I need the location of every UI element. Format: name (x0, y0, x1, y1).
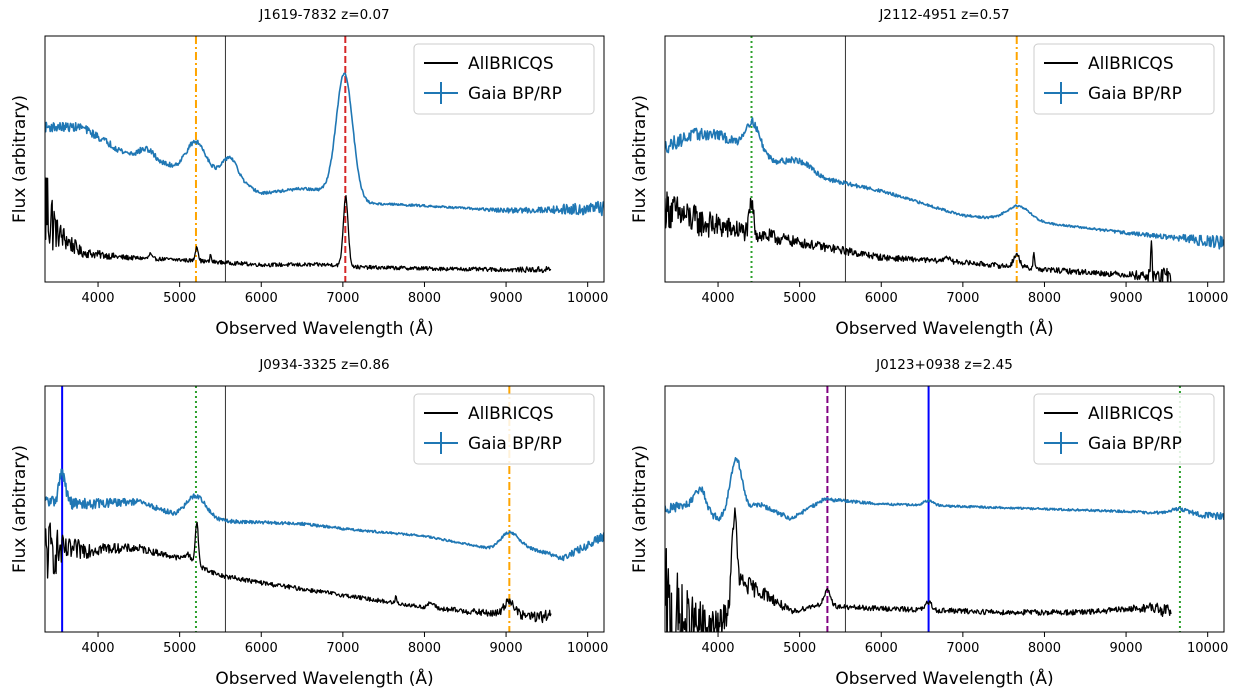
legend-label-gaia-bp-rp: Gaia BP/RP (468, 434, 562, 454)
legend-label-allbricqs: AllBRICQS (1088, 54, 1174, 74)
axes-frame (44, 35, 605, 283)
panel-j1619-7832: J1619-7832 z=0.07 4000 5000 6000 7000 8000 900… (10, 7, 608, 339)
x-axis-label: Observed Wavelength (Å) (835, 317, 1053, 339)
x-tick-label: 4000 (701, 641, 734, 656)
series-gaia-bp-rp (45, 468, 604, 562)
x-tick-label: 4000 (701, 291, 734, 306)
x-axis-label: Observed Wavelength (Å) (215, 667, 433, 689)
legend-label-allbricqs: AllBRICQS (1088, 404, 1174, 424)
series-allbricqs (665, 191, 1172, 282)
x-tick-label: 5000 (783, 641, 816, 656)
x-tick-label: 6000 (865, 641, 898, 656)
x-tick-label: 7000 (946, 291, 979, 306)
series-gaia-bp-rp (665, 117, 1224, 250)
legend-label-gaia-bp-rp: Gaia BP/RP (1088, 434, 1182, 454)
x-tick-label: 8000 (1028, 641, 1061, 656)
x-tick-label: 9000 (490, 641, 523, 656)
x-tick-label: 10000 (567, 641, 608, 656)
axes-frame (664, 35, 1225, 283)
x-tick-label: 8000 (408, 641, 441, 656)
legend: AllBRICQS Gaia BP/RP (1033, 393, 1215, 465)
y-axis-label: Flux (arbitrary) (10, 95, 30, 223)
x-tick-label: 9000 (1110, 291, 1143, 306)
y-axis-label: Flux (arbitrary) (630, 95, 650, 223)
x-tick-label: 8000 (408, 291, 441, 306)
legend: AllBRICQS Gaia BP/RP (413, 393, 595, 465)
x-tick-label: 6000 (245, 641, 278, 656)
panel-title: J1619-7832 z=0.07 (258, 7, 389, 23)
x-tick-label: 4000 (81, 641, 114, 656)
legend: AllBRICQS Gaia BP/RP (413, 43, 595, 115)
panel-title: J0123+0938 z=2.45 (875, 357, 1013, 373)
series-allbricqs (45, 176, 552, 274)
x-tick-label: 7000 (946, 641, 979, 656)
series-gaia-bp-rp (45, 72, 604, 217)
legend-box (1033, 393, 1215, 465)
legend-label-allbricqs: AllBRICQS (468, 54, 554, 74)
x-tick-label: 7000 (326, 291, 359, 306)
x-tick-label: 5000 (783, 291, 816, 306)
x-tick-label: 5000 (163, 291, 196, 306)
panel-j0934-3325: J0934-3325 z=0.86 4000 5000 6000 7000 8000 900… (10, 357, 608, 689)
series-gaia-bp-rp (665, 457, 1224, 522)
x-tick-label: 6000 (865, 291, 898, 306)
x-axis-label: Observed Wavelength (Å) (835, 667, 1053, 689)
series-allbricqs (45, 521, 552, 624)
legend-label-allbricqs: AllBRICQS (468, 404, 554, 424)
panel-j0123-0938: J0123+0938 z=2.45 4000 5000 6000 7000 8000 900… (630, 357, 1228, 689)
x-tick-label: 8000 (1028, 291, 1061, 306)
x-tick-label: 6000 (245, 291, 278, 306)
legend-box (413, 393, 595, 465)
x-axis-label: Observed Wavelength (Å) (215, 317, 433, 339)
legend-box (1033, 43, 1215, 115)
x-tick-label: 9000 (1110, 641, 1143, 656)
panel-title: J0934-3325 z=0.86 (258, 357, 389, 373)
x-tick-label: 10000 (1187, 641, 1228, 656)
legend: AllBRICQS Gaia BP/RP (1033, 43, 1215, 115)
x-tick-label: 4000 (81, 291, 114, 306)
legend-box (413, 43, 595, 115)
x-tick-label: 10000 (567, 291, 608, 306)
x-tick-label: 10000 (1187, 291, 1228, 306)
axes-frame (44, 385, 605, 633)
legend-label-gaia-bp-rp: Gaia BP/RP (1088, 84, 1182, 104)
panel-j2112-4951: J2112-4951 z=0.57 4000 5000 6000 7000 8000 900… (630, 7, 1228, 339)
axes-frame (664, 385, 1225, 633)
series-allbricqs (665, 507, 1172, 632)
panel-title: J2112-4951 z=0.57 (878, 7, 1009, 23)
legend-label-gaia-bp-rp: Gaia BP/RP (468, 84, 562, 104)
x-tick-label: 9000 (490, 291, 523, 306)
x-tick-label: 7000 (326, 641, 359, 656)
x-tick-label: 5000 (163, 641, 196, 656)
y-axis-label: Flux (arbitrary) (10, 445, 30, 573)
y-axis-label: Flux (arbitrary) (630, 445, 650, 573)
